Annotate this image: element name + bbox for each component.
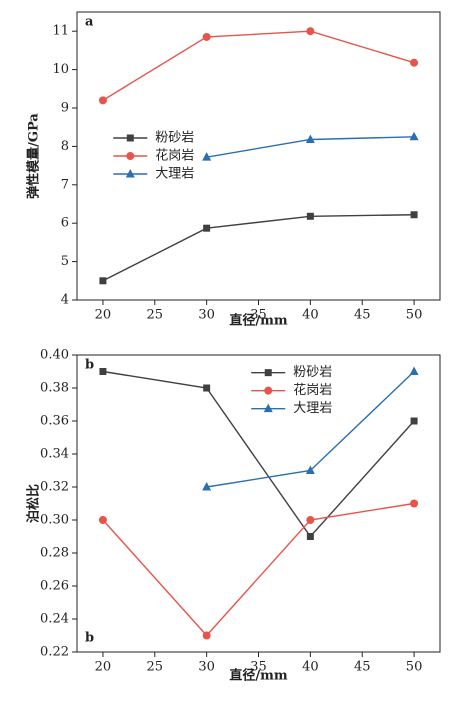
legend-marker <box>264 369 272 377</box>
y-tick-label: 6 <box>61 216 69 231</box>
legend-label: 大理岩 <box>155 167 194 182</box>
data-point <box>306 27 315 36</box>
data-point <box>305 465 315 474</box>
x-tick-label: 35 <box>250 660 267 675</box>
y-tick-label: 5 <box>61 254 69 269</box>
y-tick-label: 0.24 <box>40 612 69 627</box>
data-point <box>202 32 211 41</box>
data-point <box>410 58 419 67</box>
x-tick-label: 20 <box>95 308 112 323</box>
x-axis-label: 直径/mm <box>229 668 288 684</box>
y-tick-label: 7 <box>61 177 69 192</box>
y-axis-label: 泊松比 <box>26 484 42 523</box>
x-tick-label: 35 <box>250 308 267 323</box>
data-point <box>306 533 314 540</box>
data-point <box>409 131 419 141</box>
x-tick-label: 30 <box>198 660 215 675</box>
legend-label: 花岗岩 <box>155 148 194 164</box>
legend-marker <box>264 386 273 395</box>
data-point <box>202 152 212 161</box>
y-tick-label: 8 <box>61 139 69 154</box>
y-tick-label: 9 <box>61 101 69 116</box>
legend-marker <box>126 134 134 142</box>
x-tick-label: 45 <box>354 308 371 323</box>
data-point <box>306 516 315 524</box>
data-point <box>99 277 107 285</box>
data-point <box>410 417 418 425</box>
x-tick-label: 45 <box>354 660 371 675</box>
data-point <box>98 516 107 524</box>
data-point <box>306 212 314 220</box>
x-tick-label: 50 <box>406 308 423 323</box>
panel-label: b <box>85 358 94 373</box>
series-line <box>102 502 415 637</box>
data-point <box>202 631 211 640</box>
data-point <box>99 368 107 375</box>
y-tick-label: 0.40 <box>40 348 69 363</box>
data-point <box>98 96 107 105</box>
data-point <box>410 211 418 219</box>
y-tick-label: 0.34 <box>40 447 69 462</box>
legend-label: 大理岩 <box>293 401 332 416</box>
x-tick-label: 25 <box>147 308 164 323</box>
series-line <box>102 214 415 282</box>
x-tick-label: 50 <box>406 660 423 675</box>
x-tick-label: 40 <box>302 660 319 675</box>
legend-marker <box>263 403 273 413</box>
y-tick-label: 0.22 <box>40 645 69 660</box>
x-tick-label: 20 <box>95 660 112 675</box>
data-point <box>409 366 419 375</box>
y-tick-label: 0.36 <box>40 414 69 429</box>
x-axis-label: 直径/mm <box>229 313 288 329</box>
x-tick-label: 40 <box>302 308 319 323</box>
legend-marker <box>125 169 135 178</box>
y-tick-label: 0.30 <box>40 513 69 528</box>
series-line <box>102 30 415 101</box>
panel-label: b <box>85 631 94 646</box>
legend-label: 花岗岩 <box>293 382 332 398</box>
data-point <box>305 134 315 143</box>
panel-label: a <box>85 15 94 30</box>
series-line <box>102 370 415 538</box>
x-tick-label: 25 <box>147 660 164 675</box>
data-point <box>410 499 419 508</box>
data-point <box>203 384 211 392</box>
legend-marker <box>126 152 135 160</box>
data-point <box>203 224 211 232</box>
x-tick-label: 30 <box>198 308 215 323</box>
legend-label: 粉砂岩 <box>293 365 332 380</box>
y-tick-label: 0.32 <box>40 480 69 495</box>
y-tick-label: 0.38 <box>40 381 69 396</box>
y-tick-label: 11 <box>52 24 69 39</box>
y-tick-label: 10 <box>52 62 69 77</box>
y-axis-label: 弹性模量/GPa <box>26 113 42 199</box>
y-tick-label: 0.26 <box>40 579 69 594</box>
data-point <box>202 482 212 491</box>
y-tick-label: 4 <box>61 293 69 308</box>
y-tick-label: 0.28 <box>40 546 69 561</box>
legend-label: 粉砂岩 <box>155 131 194 146</box>
